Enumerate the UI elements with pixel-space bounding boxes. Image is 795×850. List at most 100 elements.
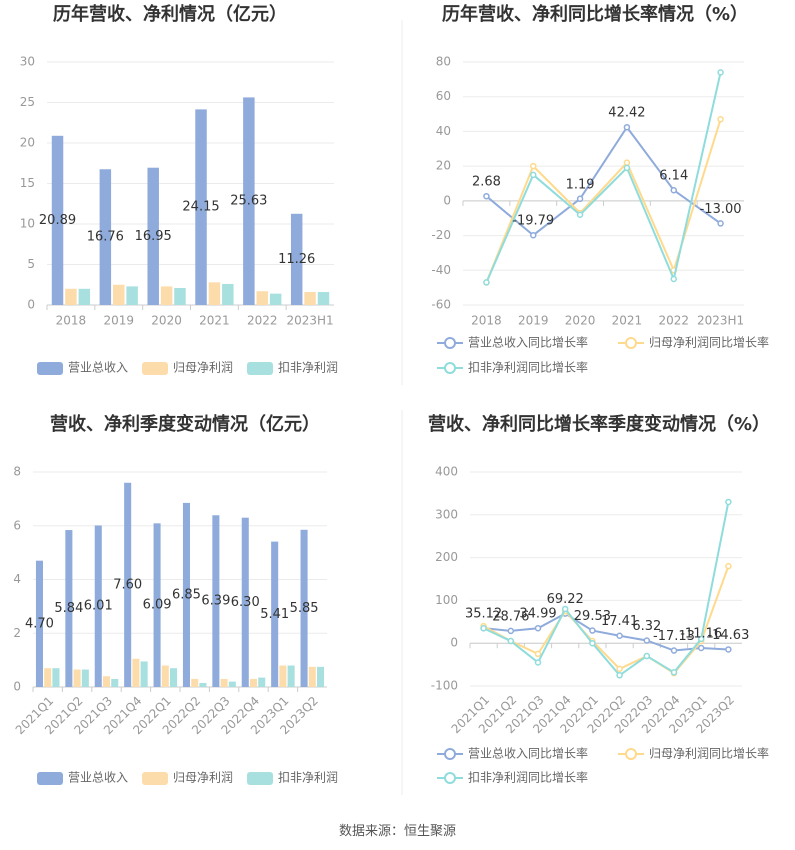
data-label: 28.76 [492,609,529,624]
point [616,632,623,639]
legend-swatch [247,772,273,785]
point [616,665,623,673]
point [534,624,542,632]
chart-title: 营收、净利季度变动情况（亿元） [50,414,320,435]
data-label: 1.19 [566,177,595,192]
point [616,672,623,679]
y-tick-label: 200 [435,550,458,564]
point [725,562,732,570]
point [725,646,732,653]
bar [147,167,159,305]
y-tick-label: 25 [20,95,35,109]
y-tick-label: 2 [13,626,21,640]
chart-title: 营收、净利同比增长率季度变动情况（%） [428,414,771,435]
bar [222,283,234,305]
data-label: 16.76 [87,230,124,245]
data-label: 17.41 [601,614,638,629]
bar [199,682,207,687]
bar [243,97,255,305]
data-label: 16.95 [135,229,172,244]
legend-label: 归母净利润同比增长率 [649,746,769,761]
legend-swatch [444,337,456,349]
point [530,162,537,170]
y-tick-label: -100 [431,679,458,693]
point [725,498,732,506]
bar [111,678,119,687]
chart-title: 历年营收、净利同比增长率情况（%） [441,4,749,25]
bar [300,529,308,687]
y-tick-label: 80 [436,55,451,69]
y-tick-label: 8 [13,465,21,479]
y-tick-label: 20 [436,159,451,173]
data-label: 69.22 [547,592,584,607]
x-tick-label: 2018 [56,314,87,328]
x-tick-label: 2023H1 [697,314,744,328]
bar [279,665,287,687]
x-tick-label: 2020 [151,314,182,328]
y-tick-label: 0 [13,680,21,694]
legend-swatch [444,362,456,374]
point [670,275,677,283]
legend-swatch [444,772,456,784]
legend-swatch [142,362,168,375]
legend-label: 归母净利润同比增长率 [649,335,769,350]
data-label: -19.79 [512,214,554,229]
y-tick-label: 0 [27,298,35,312]
point [483,279,490,286]
bar [269,293,282,305]
bar [102,676,111,687]
bar [140,661,148,687]
data-label: -13.00 [700,202,742,217]
footer: 数据来源：恒生聚源 [338,824,456,839]
x-tick-label: 2023H1 [286,314,333,328]
data-label: 20.89 [39,213,76,228]
bar [228,681,236,687]
bar [212,515,220,687]
data-label: 29.53 [574,609,611,624]
data-label: 25.63 [230,194,267,209]
bar [271,541,279,687]
point [589,627,596,634]
point [576,211,584,218]
y-tick-label: 5 [27,257,35,271]
legend-label: 营业总收入 [68,361,128,375]
bar [170,668,178,687]
x-tick-label: 2021 [612,314,643,328]
bar [65,288,77,305]
bar [290,213,303,305]
point [670,186,677,194]
data-label: -11.16 [680,626,722,641]
line [485,72,722,283]
point [623,164,631,172]
x-tick-label: 2022 [247,314,278,328]
data-label: 6.01 [84,599,113,614]
data-label: 5.85 [290,601,319,616]
y-tick-label: 400 [435,465,458,479]
bar [160,286,173,305]
point [670,647,678,654]
y-tick-label: 0 [443,193,451,207]
point [589,639,596,647]
bar [94,525,102,687]
point [670,669,678,676]
bar [174,287,186,305]
legend-label: 营业总收入同比增长率 [468,746,588,761]
data-label: 6.32 [632,619,661,634]
legend-swatch [444,748,456,760]
y-tick-label: 30 [20,55,35,69]
point [623,159,631,166]
bar [113,284,125,305]
legend-label: 营业总收入 [68,771,128,785]
bar [35,560,43,687]
data-label: 42.42 [608,106,645,121]
data-label: 7.60 [113,577,142,592]
legend-swatch [247,362,273,375]
point [717,220,724,227]
legend-label: 扣非净利润 [278,361,338,375]
point [717,69,724,76]
bar [256,291,268,305]
point [717,116,724,123]
y-tick-label: 20 [20,136,35,150]
legend-swatch [142,772,168,785]
